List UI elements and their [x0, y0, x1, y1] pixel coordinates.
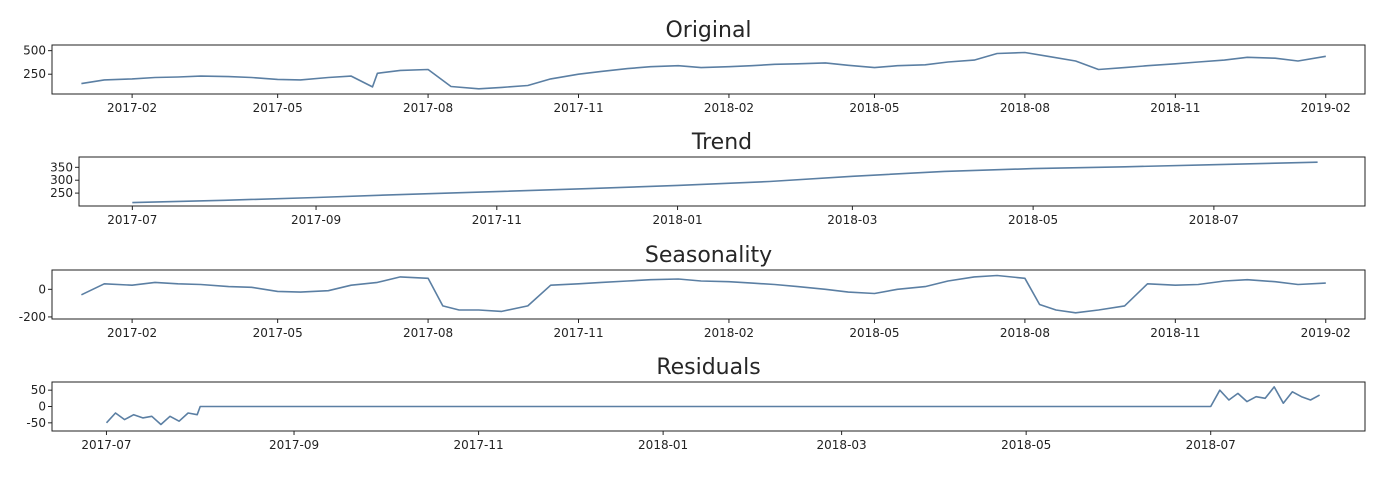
y-tick-label: 250: [23, 67, 46, 81]
series-line: [81, 51, 1326, 90]
x-tick-label: 2017-11: [454, 438, 504, 452]
plot-frame: [51, 269, 1366, 320]
x-tick-label: 2018-05: [849, 101, 899, 115]
y-tick-label: 0: [38, 282, 46, 296]
trend-panel: Trend 2017-07 2017-09 2017-11 2018-01 2018-0…: [50, 130, 1366, 227]
x-tick-label: 2018-07: [1189, 213, 1239, 227]
x-tick-label: 2018-02: [704, 101, 754, 115]
chart-title: Residuals: [656, 355, 760, 380]
x-tick-label: 2019-02: [1301, 326, 1351, 340]
y-tick-label: 250: [50, 186, 73, 200]
x-tick-label: 2018-11: [1150, 326, 1200, 340]
x-tick-label: 2019-02: [1301, 101, 1351, 115]
y-tick-label: 50: [31, 383, 46, 397]
series-line: [105, 386, 1320, 426]
x-tick-label: 2017-08: [403, 326, 453, 340]
x-tick-label: 2018-05: [1008, 213, 1058, 227]
x-tick-label: 2017-09: [291, 213, 341, 227]
x-tick-label: 2018-01: [638, 438, 688, 452]
x-tick-label: 2017-02: [107, 101, 157, 115]
chart-title: Seasonality: [645, 243, 772, 268]
x-tick-label: 2018-05: [1001, 438, 1051, 452]
y-tick-label: -200: [19, 310, 46, 324]
x-tick-label: 2018-05: [849, 326, 899, 340]
chart-title: Trend: [691, 130, 752, 155]
seasonality-panel: Seasonality 2017-02 2017-05 2017-08 2017-11…: [19, 243, 1366, 340]
x-tick-label: 2018-08: [1000, 326, 1050, 340]
y-tick-label: 350: [50, 160, 73, 174]
y-tick-label: 500: [23, 44, 46, 58]
x-tick-label: 2017-08: [403, 101, 453, 115]
x-tick-label: 2017-05: [253, 101, 303, 115]
x-tick-label: 2017-07: [107, 213, 157, 227]
original-panel: Original 2017-02 2017-05 2017-08 2017-11 201…: [23, 18, 1366, 115]
y-tick-label: 300: [50, 173, 73, 187]
x-tick-label: 2017-11: [472, 213, 522, 227]
plot-frame: [78, 156, 1366, 207]
x-tick-label: 2018-03: [827, 213, 877, 227]
x-tick-label: 2018-03: [817, 438, 867, 452]
series-line: [132, 161, 1318, 204]
x-tick-label: 2017-07: [81, 438, 131, 452]
y-tick-label: -50: [26, 416, 46, 430]
x-tick-label: 2017-11: [553, 326, 603, 340]
plot-frame: [51, 44, 1366, 95]
x-tick-label: 2017-09: [269, 438, 319, 452]
x-tick-label: 2018-07: [1186, 438, 1236, 452]
x-tick-label: 2018-11: [1150, 101, 1200, 115]
x-tick-label: 2017-02: [107, 326, 157, 340]
x-tick-label: 2017-05: [253, 326, 303, 340]
chart-title: Original: [665, 18, 751, 43]
y-tick-label: 0: [38, 400, 46, 414]
x-tick-label: 2018-01: [652, 213, 702, 227]
x-tick-label: 2018-02: [704, 326, 754, 340]
residuals-panel: Residuals 2017-07 2017-09 2017-11 2018-01 20…: [26, 355, 1366, 452]
x-tick-label: 2017-11: [553, 101, 603, 115]
series-line: [81, 274, 1326, 314]
x-tick-label: 2018-08: [1000, 101, 1050, 115]
